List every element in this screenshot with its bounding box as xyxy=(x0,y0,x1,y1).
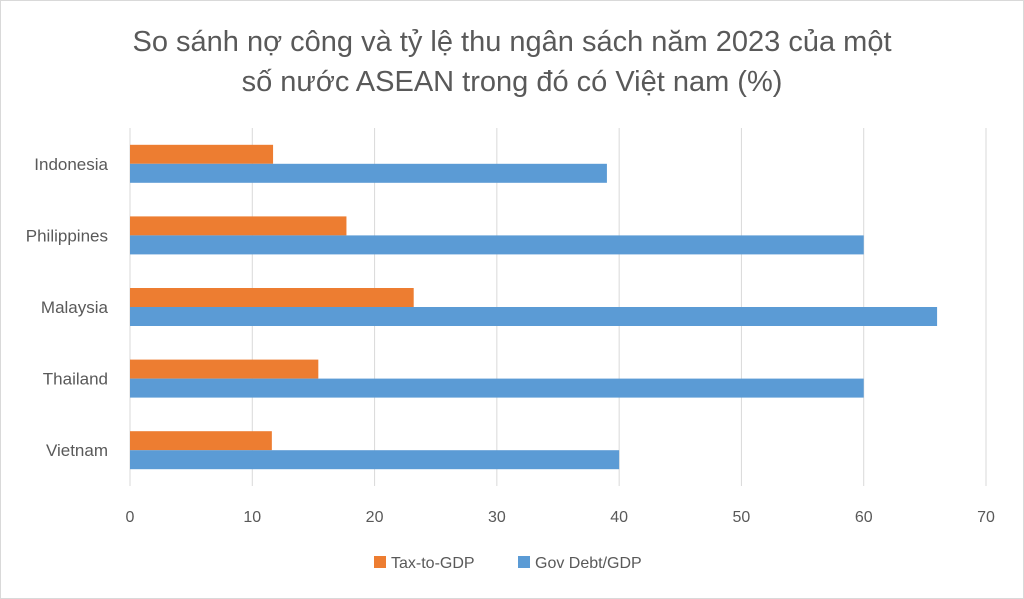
legend-label-gov-debt-gdp: Gov Debt/GDP xyxy=(535,555,642,572)
x-tick-label-50: 50 xyxy=(733,509,751,526)
x-tick-label-40: 40 xyxy=(610,509,628,526)
legend-item-tax-to-gdp[interactable]: Tax-to-GDP xyxy=(374,555,475,572)
chart-title: So sánh nợ công và tỷ lệ thu ngân sách n… xyxy=(0,22,1024,102)
legend[interactable]: Tax-to-GDP Gov Debt/GDP xyxy=(374,555,642,572)
bar-indonesia-tax-to-gdp xyxy=(130,144,274,164)
bar-malaysia-tax-to-gdp xyxy=(130,288,414,307)
category-labels: Indonesia Philippines Malaysia Thailand Viet… xyxy=(26,155,109,460)
category-label-vietnam: Vietnam xyxy=(46,441,108,460)
x-tick-label-10: 10 xyxy=(243,509,261,526)
legend-label-tax-to-gdp: Tax-to-GDP xyxy=(391,555,475,572)
bar-philippines-tax-to-gdp xyxy=(130,216,347,236)
legend-swatch-tax-to-gdp xyxy=(374,556,386,568)
legend-item-gov-debt-gdp[interactable]: Gov Debt/GDP xyxy=(518,555,642,572)
bar-malaysia-gov-debt-gdp xyxy=(130,307,938,326)
bar-thailand-tax-to-gdp xyxy=(130,359,319,379)
bar-indonesia-gov-debt-gdp xyxy=(130,163,607,183)
bars xyxy=(130,144,938,470)
x-tick-label-0: 0 xyxy=(126,509,135,526)
x-tick-label-20: 20 xyxy=(366,509,384,526)
category-label-thailand: Thailand xyxy=(43,370,108,389)
bar-thailand-gov-debt-gdp xyxy=(130,378,864,398)
chart-title-line-2: số nước ASEAN trong đó có Việt nam (%) xyxy=(241,66,783,98)
bar-philippines-gov-debt-gdp xyxy=(130,235,864,255)
category-label-malaysia: Malaysia xyxy=(41,298,109,317)
legend-swatch-gov-debt-gdp xyxy=(518,556,530,568)
x-tick-label-30: 30 xyxy=(488,509,506,526)
category-label-philippines: Philippines xyxy=(26,226,108,245)
x-tick-label-60: 60 xyxy=(855,509,873,526)
chart-title-line-1: So sánh nợ công và tỷ lệ thu ngân sách n… xyxy=(132,26,892,58)
x-axis-tick-labels: 0 10 20 30 40 50 60 70 xyxy=(126,509,995,526)
bar-vietnam-tax-to-gdp xyxy=(130,431,272,451)
x-tick-label-70: 70 xyxy=(977,509,995,526)
bar-vietnam-gov-debt-gdp xyxy=(130,450,620,470)
category-label-indonesia: Indonesia xyxy=(34,155,108,174)
